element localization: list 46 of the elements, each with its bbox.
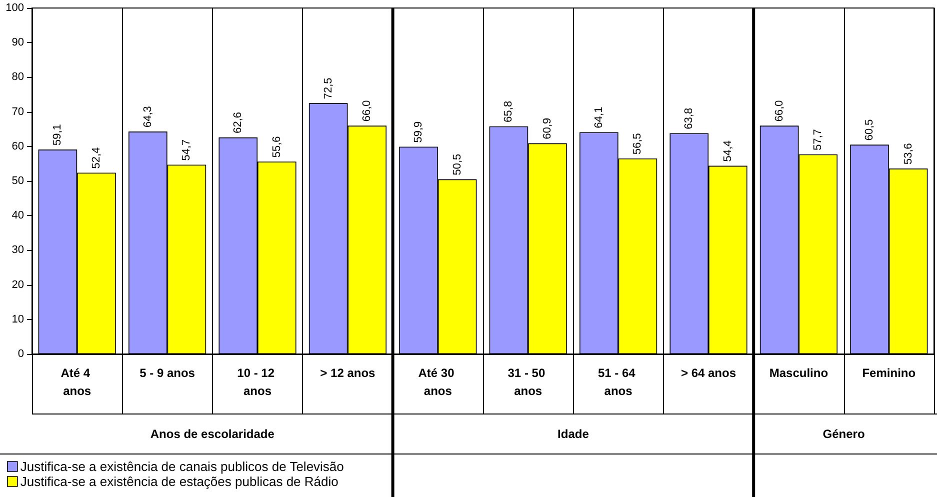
x-tick-label: 5 - 9 anos <box>140 366 196 380</box>
legend-label: Justifica-se a existência de estações publicas de Rádio <box>20 474 338 489</box>
x-tick-label: > 12 anos <box>320 366 376 380</box>
data-label: 62,6 <box>232 112 244 134</box>
data-label: 59,9 <box>412 121 425 143</box>
text: Anos de escolaridade <box>150 427 275 441</box>
data-label: 60,5 <box>864 119 876 141</box>
data-label: 60,9 <box>541 118 554 140</box>
y-tick-label: 100 <box>6 2 24 14</box>
legend-label: Justifica-se a existência de canais publicos de Televisão <box>20 459 344 474</box>
data-label: 64,1 <box>592 106 605 128</box>
x-tick-label: Até 30 anos <box>418 366 458 398</box>
y-tick-label: 80 <box>12 71 24 84</box>
data-label: 64,3 <box>142 106 154 128</box>
y-tick-label: 20 <box>12 278 24 291</box>
text: Género <box>822 427 865 441</box>
data-label: 56,5 <box>632 133 644 155</box>
x-tick-label: Feminino <box>862 366 916 380</box>
data-label: 50,5 <box>451 154 464 176</box>
x-tick-label: 51 - 64 anos <box>598 366 639 398</box>
y-tick-label: 0 <box>18 348 24 360</box>
y-tick-label: 40 <box>12 210 24 222</box>
y-tick-label: 90 <box>12 36 24 49</box>
data-label: 66,0 <box>361 100 374 122</box>
y-tick-label: 10 <box>12 313 24 326</box>
data-label: 53,6 <box>902 143 914 165</box>
x-tick-label: Até 4 anos <box>60 366 94 398</box>
data-label: 52,4 <box>90 147 102 169</box>
data-label: 54,4 <box>722 140 734 162</box>
y-tick-label: 30 <box>12 244 24 256</box>
data-label: 66,0 <box>773 100 786 122</box>
text: Idade <box>558 427 590 441</box>
y-tick-label: 60 <box>12 140 24 152</box>
y-tick-label: 50 <box>12 175 24 187</box>
x-tick-label: 31 - 50 anos <box>508 366 548 398</box>
data-label: 65,8 <box>502 100 515 122</box>
data-label: 63,8 <box>683 108 696 130</box>
data-label: 57,7 <box>812 128 824 150</box>
data-label: 55,6 <box>270 136 283 158</box>
data-label: 59,1 <box>52 124 64 146</box>
x-tick-label: 10 - 12 anos <box>237 366 278 398</box>
data-label: 54,7 <box>180 139 193 161</box>
x-tick-label: > 64 anos <box>680 366 736 380</box>
data-label: 72,5 <box>322 78 334 100</box>
x-tick-label: Masculino <box>769 366 828 380</box>
y-tick-label: 70 <box>12 106 24 118</box>
